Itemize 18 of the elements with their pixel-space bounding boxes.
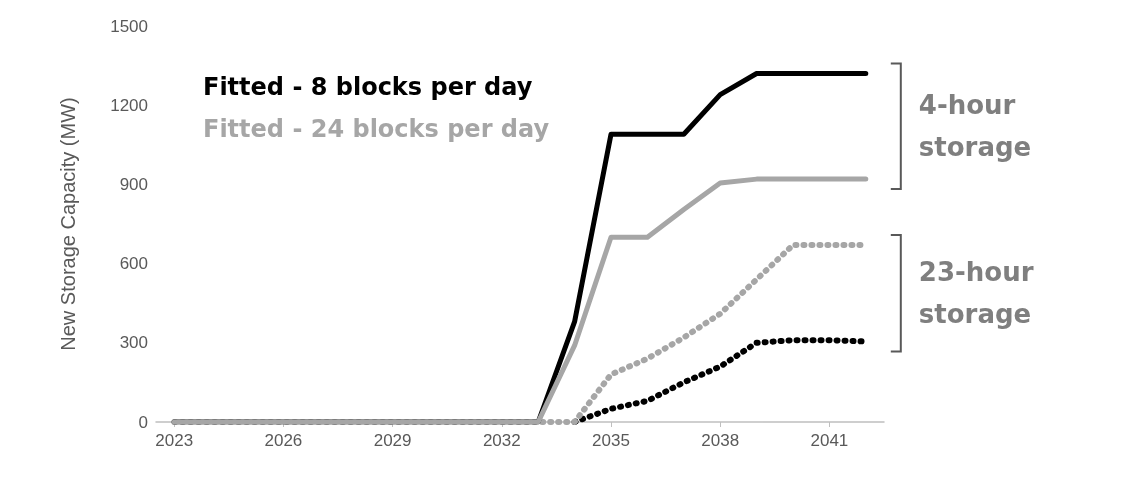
x-tick-label: 2035 xyxy=(592,431,630,450)
y-tick-label: 0 xyxy=(138,412,148,432)
y-tick-label: 900 xyxy=(119,174,148,194)
x-tick-label: 2038 xyxy=(701,431,740,450)
y-tick-label: 600 xyxy=(119,254,148,274)
text: 23-hour storage xyxy=(918,257,1043,330)
y-tick-label: 1200 xyxy=(110,95,148,115)
x-tick-label: 2032 xyxy=(482,431,521,450)
text: Fitted - 8 blocks per day xyxy=(203,73,533,101)
text: 4-hour storage xyxy=(918,90,1032,163)
y-tick-label: 1500 xyxy=(110,16,148,36)
x-tick-label: 2026 xyxy=(264,431,303,450)
x-tick-label: 2041 xyxy=(810,431,849,450)
y-axis-title: New Storage Capacity (MW) xyxy=(57,97,79,351)
y-tick-label: 300 xyxy=(119,333,148,353)
text: Fitted - 24 blocks per day xyxy=(203,115,550,143)
x-tick-label: 2029 xyxy=(373,431,412,450)
x-tick-label: 2023 xyxy=(155,431,194,450)
